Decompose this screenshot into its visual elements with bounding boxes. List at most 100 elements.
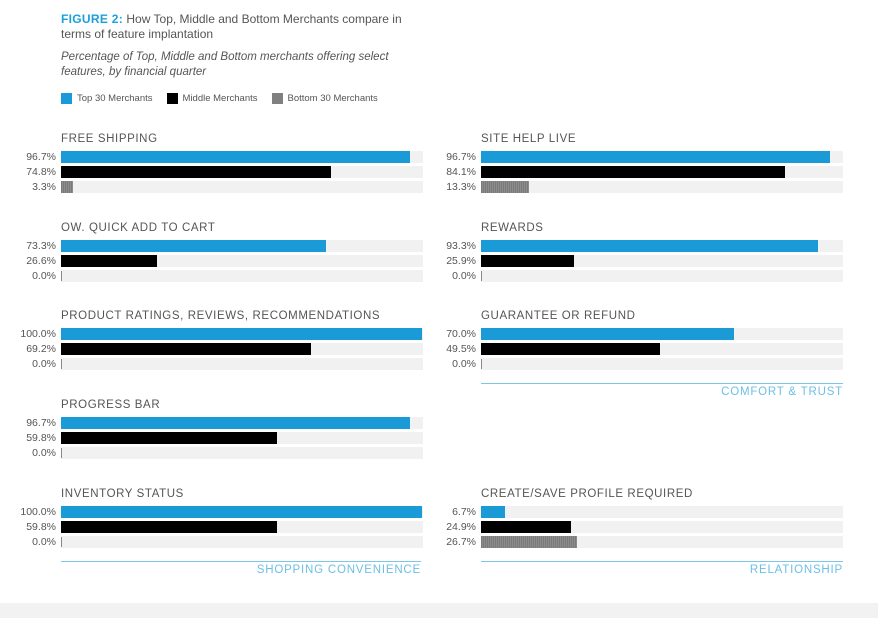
bar-track-progress-bar-bottom bbox=[61, 447, 423, 459]
bar-track-site-help-live-top bbox=[481, 151, 843, 163]
bar-inventory-status-top bbox=[61, 506, 422, 518]
bar-create-save-profile-required-middle bbox=[481, 521, 571, 533]
bar-track-free-shipping-bottom bbox=[61, 181, 423, 193]
bar-track-create-save-profile-required-middle bbox=[481, 521, 843, 533]
panel-title-rewards: REWARDS bbox=[481, 222, 544, 234]
legend-item-middle: Middle Merchants bbox=[166, 92, 258, 104]
bar-track-product-ratings-reviews-recommendations-top bbox=[61, 328, 423, 340]
bar-guarantee-or-refund-middle bbox=[481, 343, 660, 355]
value-label-ow-quick-add-to-cart-bottom: 0.0% bbox=[32, 270, 56, 282]
bar-free-shipping-top bbox=[61, 151, 411, 163]
panel-ow-quick-add-to-cart: OW. QUICK ADD TO CART 73.3% 26.6% 0.0% bbox=[26, 222, 423, 284]
bar-create-save-profile-required-top bbox=[481, 506, 506, 518]
bar-track-progress-bar-middle bbox=[61, 432, 423, 444]
value-label-progress-bar-top: 96.7% bbox=[26, 417, 56, 429]
panel-title-guarantee-or-refund: GUARANTEE OR REFUND bbox=[481, 310, 636, 322]
panel-title-site-help-live: SITE HELP LIVE bbox=[481, 133, 577, 145]
panel-title-inventory-status: INVENTORY STATUS bbox=[61, 488, 184, 500]
bar-track-product-ratings-reviews-recommendations-middle bbox=[61, 343, 423, 355]
legend-swatch-middle bbox=[166, 92, 178, 104]
panel-title-free-shipping: FREE SHIPPING bbox=[61, 133, 158, 145]
bar-rewards-bottom bbox=[481, 271, 482, 281]
bar-progress-bar-bottom bbox=[61, 448, 62, 458]
bar-track-guarantee-or-refund-middle bbox=[481, 343, 843, 355]
legend-item-top: Top 30 Merchants bbox=[61, 92, 153, 104]
bottom-strip bbox=[0, 603, 878, 618]
value-label-site-help-live-top: 96.7% bbox=[446, 151, 476, 163]
legend-label-bottom: Bottom 30 Merchants bbox=[287, 92, 378, 104]
legend: Top 30 Merchants Middle Merchants Bottom… bbox=[61, 91, 392, 105]
bar-track-product-ratings-reviews-recommendations-bottom bbox=[61, 358, 423, 370]
value-label-product-ratings-reviews-recommendations-middle: 69.2% bbox=[26, 343, 56, 355]
bar-product-ratings-reviews-recommendations-bottom bbox=[61, 359, 62, 369]
value-label-ow-quick-add-to-cart-top: 73.3% bbox=[26, 240, 56, 252]
value-label-inventory-status-middle: 59.8% bbox=[26, 521, 56, 533]
legend-label-middle: Middle Merchants bbox=[182, 92, 258, 104]
value-label-rewards-middle: 25.9% bbox=[446, 255, 476, 267]
bar-guarantee-or-refund-top bbox=[481, 328, 734, 340]
group-line-comfort bbox=[481, 383, 843, 384]
bar-track-guarantee-or-refund-bottom bbox=[481, 358, 843, 370]
value-label-create-save-profile-required-bottom: 26.7% bbox=[446, 536, 476, 548]
legend-swatch-bottom bbox=[271, 92, 283, 104]
figure-subtitle: Percentage of Top, Middle and Bottom mer… bbox=[61, 51, 389, 78]
value-label-progress-bar-middle: 59.8% bbox=[26, 432, 56, 444]
bar-rewards-middle bbox=[481, 255, 575, 267]
bar-free-shipping-middle bbox=[61, 166, 332, 178]
value-label-free-shipping-bottom: 3.3% bbox=[32, 181, 56, 193]
bar-track-ow-quick-add-to-cart-top bbox=[61, 240, 423, 252]
bar-track-free-shipping-middle bbox=[61, 166, 423, 178]
bar-create-save-profile-required-bottom bbox=[481, 536, 578, 548]
bar-track-progress-bar-top bbox=[61, 417, 423, 429]
bar-track-site-help-live-bottom bbox=[481, 181, 843, 193]
group-line-relationship bbox=[481, 561, 843, 562]
panel-product-ratings-reviews-recommendations: PRODUCT RATINGS, REVIEWS, RECOMMENDATION… bbox=[20, 310, 423, 372]
value-label-create-save-profile-required-top: 6.7% bbox=[452, 506, 476, 518]
value-label-inventory-status-top: 100.0% bbox=[20, 506, 56, 518]
bar-progress-bar-middle bbox=[61, 432, 277, 444]
panel-rewards: REWARDS 93.3% 25.9% 0.0% bbox=[446, 222, 843, 284]
value-label-free-shipping-middle: 74.8% bbox=[26, 166, 56, 178]
bar-site-help-live-top bbox=[481, 151, 831, 163]
bar-track-guarantee-or-refund-top bbox=[481, 328, 843, 340]
bar-track-inventory-status-middle bbox=[61, 521, 423, 533]
panel-title-create-save-profile-required: CREATE/SAVE PROFILE REQUIRED bbox=[481, 488, 693, 500]
value-label-progress-bar-bottom: 0.0% bbox=[32, 447, 56, 459]
panel-title-progress-bar: PROGRESS BAR bbox=[61, 399, 161, 411]
bar-track-site-help-live-middle bbox=[481, 166, 843, 178]
bar-track-create-save-profile-required-top bbox=[481, 506, 843, 518]
panel-inventory-status: INVENTORY STATUS 100.0% 59.8% 0.0% bbox=[20, 488, 423, 550]
bar-guarantee-or-refund-bottom bbox=[481, 359, 482, 369]
group-line-shopping bbox=[61, 561, 421, 562]
bar-track-rewards-middle bbox=[481, 255, 843, 267]
bar-free-shipping-bottom bbox=[61, 181, 73, 193]
value-label-product-ratings-reviews-recommendations-top: 100.0% bbox=[20, 328, 56, 340]
value-label-rewards-bottom: 0.0% bbox=[452, 270, 476, 282]
panel-title-product-ratings-reviews-recommendations: PRODUCT RATINGS, REVIEWS, RECOMMENDATION… bbox=[61, 310, 381, 322]
bar-track-rewards-top bbox=[481, 240, 843, 252]
value-label-site-help-live-middle: 84.1% bbox=[446, 166, 476, 178]
bar-track-ow-quick-add-to-cart-bottom bbox=[61, 270, 423, 282]
bar-track-rewards-bottom bbox=[481, 270, 843, 282]
figure-title-text: How Top, Middle and Bottom Merchants com… bbox=[61, 12, 402, 41]
bar-progress-bar-top bbox=[61, 417, 411, 429]
legend-item-bottom: Bottom 30 Merchants bbox=[271, 92, 378, 104]
figure-label: FIGURE 2: bbox=[61, 12, 124, 26]
figure-page: FIGURE 2: How Top, Middle and Bottom Mer… bbox=[20, 12, 843, 576]
group-label-shopping: SHOPPING CONVENIENCE bbox=[256, 564, 421, 576]
bar-product-ratings-reviews-recommendations-middle bbox=[61, 343, 311, 355]
bar-track-ow-quick-add-to-cart-middle bbox=[61, 255, 423, 267]
group-label-comfort: COMFORT & TRUST bbox=[721, 386, 843, 398]
panel-guarantee-or-refund: GUARANTEE OR REFUND 70.0% 49.5% 0.0% bbox=[446, 310, 843, 372]
bar-rewards-top bbox=[481, 240, 818, 252]
panel-progress-bar: PROGRESS BAR 96.7% 59.8% 0.0% bbox=[26, 399, 423, 461]
panel-site-help-live: SITE HELP LIVE 96.7% 84.1% 13.3% bbox=[446, 133, 843, 195]
bar-ow-quick-add-to-cart-bottom bbox=[61, 271, 62, 281]
bar-ow-quick-add-to-cart-top bbox=[61, 240, 326, 252]
value-label-guarantee-or-refund-bottom: 0.0% bbox=[452, 358, 476, 370]
panel-create-save-profile-required: CREATE/SAVE PROFILE REQUIRED 6.7% 24.9% 26.… bbox=[446, 488, 843, 550]
panel-free-shipping: FREE SHIPPING 96.7% 74.8% 3.3% bbox=[26, 133, 423, 195]
value-label-ow-quick-add-to-cart-middle: 26.6% bbox=[26, 255, 56, 267]
legend-label-top: Top 30 Merchants bbox=[77, 92, 153, 104]
bar-track-inventory-status-bottom bbox=[61, 536, 423, 548]
